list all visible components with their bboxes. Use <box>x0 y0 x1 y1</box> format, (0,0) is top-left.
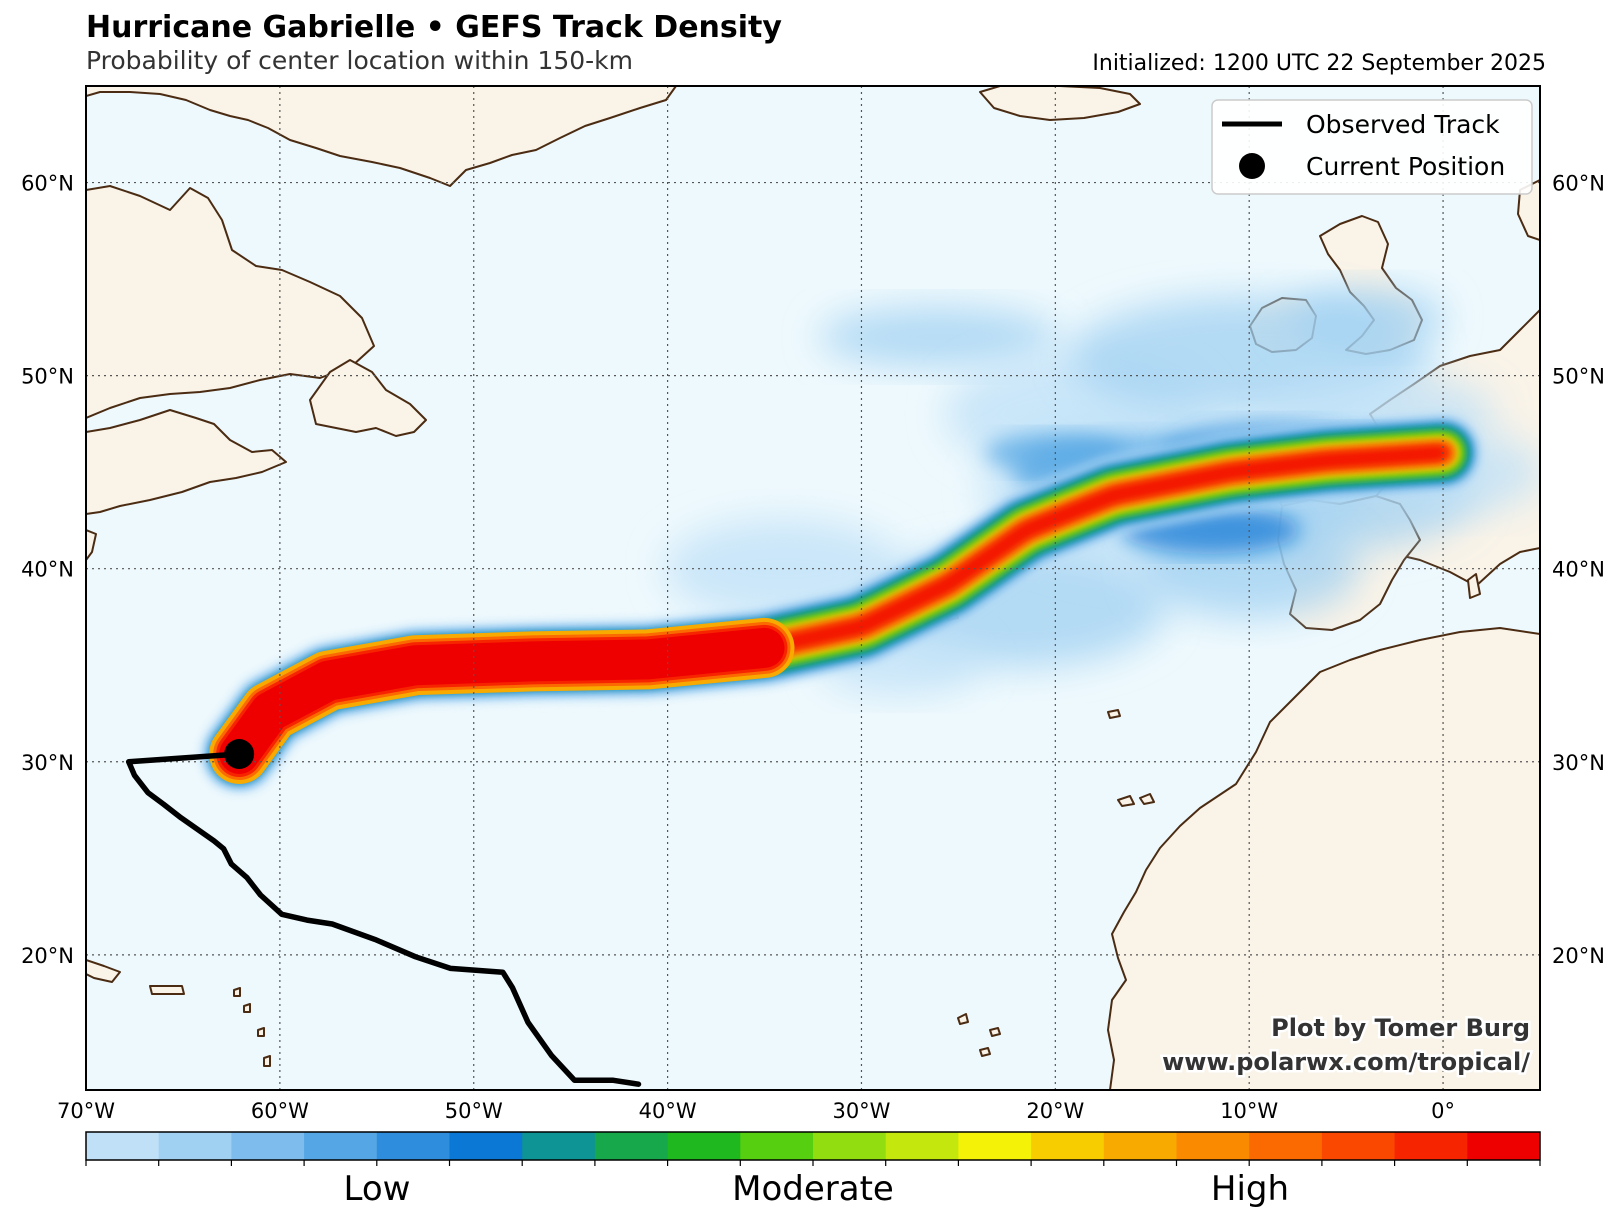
colorbar-segment <box>1103 1132 1177 1160</box>
lon-tick-label: 0° <box>1431 1099 1455 1123</box>
lat-tick-label-right: 30°N <box>1552 751 1605 775</box>
lon-tick-label: 10°W <box>1220 1099 1278 1123</box>
axis-tick-labels: 70°W 60°W 50°W 40°W 30°W 20°W 10°W 0° 60°N 60°N 50… <box>21 172 1605 1123</box>
colorbar-segment <box>449 1132 523 1160</box>
lat-tick-label-left: 60°N <box>21 172 74 196</box>
hispaniola <box>86 959 121 983</box>
colorbar-segment <box>304 1132 378 1160</box>
lat-tick-label-right: 50°N <box>1552 365 1605 389</box>
sardinia <box>1467 573 1481 599</box>
credit-author: Plot by Tomer Burg <box>1271 1014 1530 1042</box>
colorbar-segment <box>813 1132 887 1160</box>
lon-tick-label: 60°W <box>251 1099 309 1123</box>
lesser-antilles <box>233 987 271 1067</box>
lon-tick-label: 30°W <box>832 1099 890 1123</box>
legend-current-position: Current Position <box>1306 152 1505 181</box>
lat-lon-grid <box>86 86 1540 1090</box>
lon-tick-label: 50°W <box>445 1099 503 1123</box>
colorbar-label-moderate: Moderate <box>732 1169 894 1209</box>
colorbar-segment <box>1176 1132 1250 1160</box>
density-blob <box>1285 287 1446 348</box>
map-legend: Observed Track Current Position <box>1211 99 1533 195</box>
lat-tick-label-left: 50°N <box>21 365 74 389</box>
density-blob <box>819 307 1060 367</box>
colorbar-label-high: High <box>1211 1169 1289 1209</box>
map-frame <box>85 85 1541 1091</box>
newfoundland <box>309 359 427 437</box>
colorbar-segment <box>1467 1132 1541 1160</box>
colorbar-segment <box>1321 1132 1396 1160</box>
colorbar-segment <box>594 1132 669 1160</box>
canaries <box>1117 793 1155 807</box>
colorbar-segment <box>1394 1132 1468 1160</box>
lat-tick-label-left: 30°N <box>21 751 74 775</box>
colorbar-segment <box>958 1132 1032 1160</box>
colorbar-label-low: Low <box>344 1169 411 1209</box>
lon-tick-label: 40°W <box>639 1099 697 1123</box>
chart-subtitle: Probability of center location within 15… <box>86 46 634 75</box>
colorbar-segment <box>376 1132 450 1160</box>
colorbar-segment <box>522 1132 596 1160</box>
legend-box <box>1211 99 1533 195</box>
lon-tick-label: 20°W <box>1026 1099 1084 1123</box>
observed-track-layer <box>125 739 642 1087</box>
track-density-field <box>202 287 1540 791</box>
colorbar-segment <box>1031 1132 1105 1160</box>
chart-title: Hurricane Gabrielle • GEFS Track Density <box>86 10 782 45</box>
norway <box>1517 179 1540 241</box>
colorbar-segment <box>86 1132 160 1160</box>
colorbar-segment <box>740 1132 814 1160</box>
lat-tick-label-right: 20°N <box>1552 944 1605 968</box>
lat-tick-label-left: 40°N <box>21 558 74 582</box>
colorbar-segment <box>231 1132 305 1160</box>
iceland <box>979 86 1141 121</box>
colorbar-segment <box>1249 1132 1323 1160</box>
lat-tick-label-right: 40°N <box>1552 558 1605 582</box>
colorbar-segment <box>885 1132 959 1160</box>
current-position-marker <box>224 739 255 770</box>
colorbar <box>86 1132 1541 1160</box>
lat-tick-label-right: 60°N <box>1552 172 1605 196</box>
lon-tick-label: 70°W <box>57 1099 115 1123</box>
legend-observed-track: Observed Track <box>1306 110 1500 139</box>
credit-url: www.polarwx.com/tropical/ <box>1162 1048 1530 1076</box>
puerto-rico <box>149 985 185 995</box>
observed-track-line <box>125 751 642 1087</box>
greenland <box>86 86 677 187</box>
density-core <box>219 627 785 774</box>
cape-verde <box>957 1013 1001 1057</box>
current-position-legend-marker <box>1239 153 1265 179</box>
lat-tick-label-left: 20°N <box>21 944 74 968</box>
maritimes <box>86 409 287 515</box>
madeira <box>1107 709 1121 719</box>
initialized-timestamp: Initialized: 1200 UTC 22 September 2025 <box>1092 51 1546 76</box>
colorbar-ticks <box>85 1160 1541 1166</box>
colorbar-segment <box>158 1132 232 1160</box>
africa <box>1107 627 1540 1090</box>
north-america-east <box>86 529 97 561</box>
colorbar-segment <box>667 1132 741 1160</box>
labrador <box>86 185 375 419</box>
